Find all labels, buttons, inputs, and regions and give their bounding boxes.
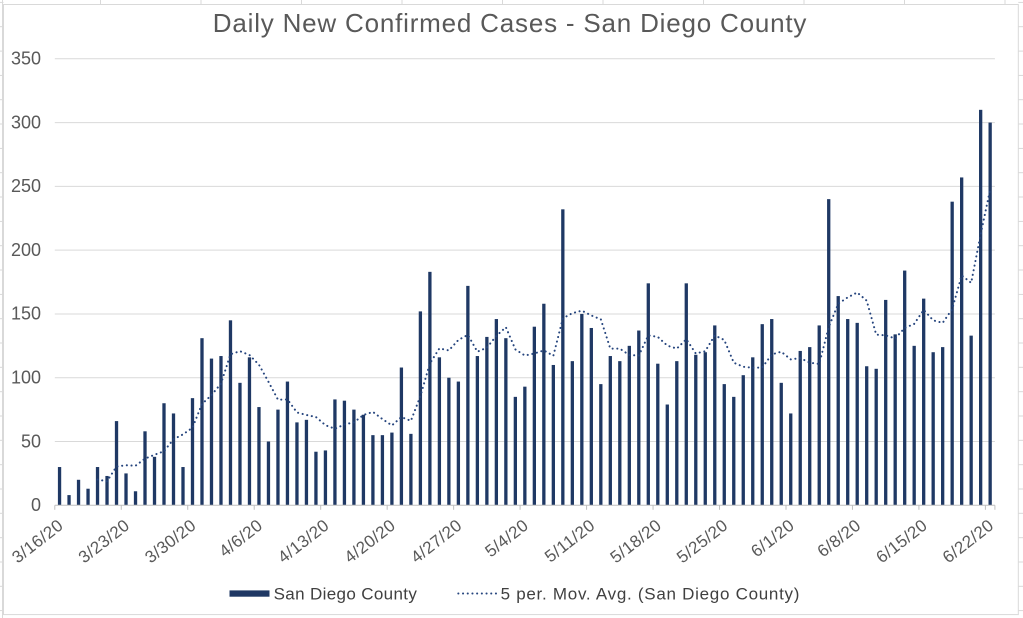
svg-text:350: 350: [11, 49, 41, 69]
svg-text:0: 0: [31, 495, 41, 515]
svg-text:5 per. Mov. Avg. (San Diego Co: 5 per. Mov. Avg. (San Diego County): [501, 585, 801, 604]
svg-text:San Diego County: San Diego County: [274, 585, 418, 604]
svg-text:50: 50: [21, 431, 41, 451]
svg-text:250: 250: [11, 176, 41, 196]
svg-text:150: 150: [11, 304, 41, 324]
svg-text:Daily New Confirmed Cases - Sa: Daily New Confirmed Cases - San Diego Co…: [213, 8, 807, 38]
svg-text:300: 300: [11, 112, 41, 132]
svg-text:100: 100: [11, 368, 41, 388]
svg-text:200: 200: [11, 240, 41, 260]
